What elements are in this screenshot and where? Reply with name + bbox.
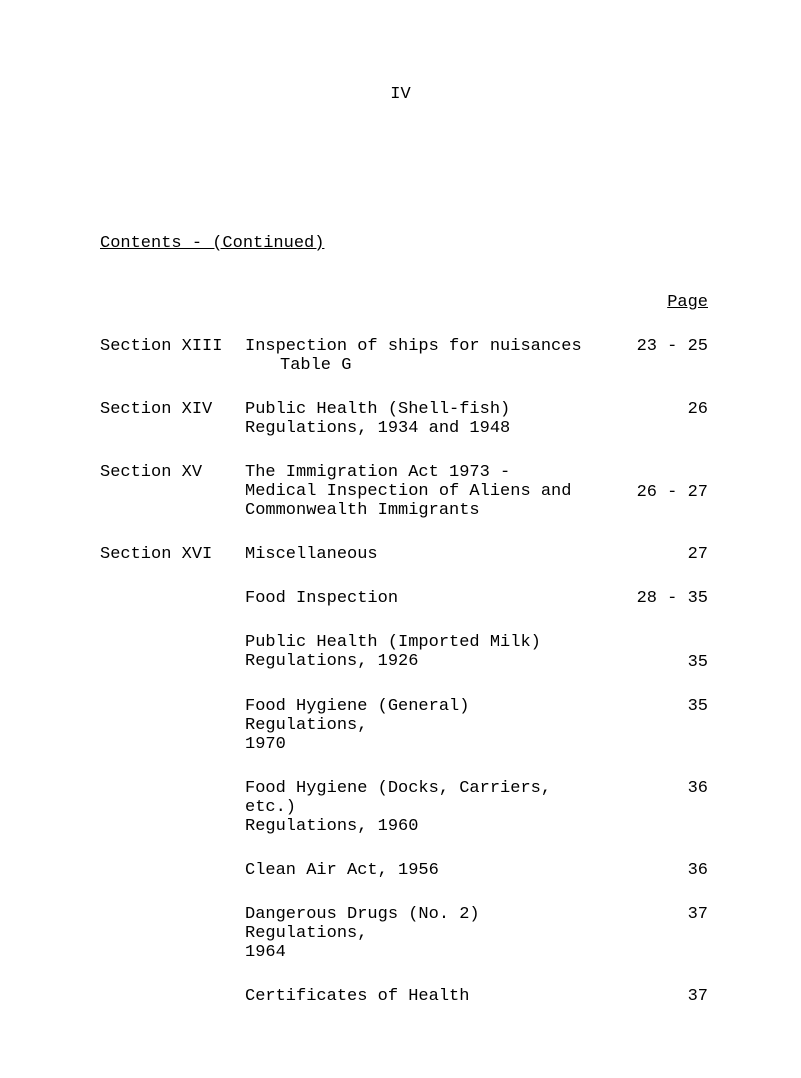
page-range: 36 [621, 861, 716, 880]
desc-line: 1970 [245, 735, 601, 754]
entry-description: Dangerous Drugs (No. 2) Regulations, 196… [245, 905, 621, 962]
desc-line: Food Hygiene (General) Regulations, [245, 697, 601, 735]
desc-line: Miscellaneous [245, 545, 601, 564]
toc-row: Dangerous Drugs (No. 2) Regulations, 196… [100, 905, 716, 962]
entry-description: Inspection of ships for nuisances Table … [245, 337, 621, 375]
desc-line: Regulations, 1960 [245, 817, 601, 836]
desc-line: Clean Air Act, 1956 [245, 861, 601, 880]
toc-row: Public Health (Imported Milk) Regulation… [100, 633, 716, 672]
toc-row: Certificates of Health 37 [100, 987, 716, 1006]
entry-description: Public Health (Imported Milk) Regulation… [245, 633, 621, 671]
toc-row: Food Inspection 28 - 35 [100, 589, 716, 608]
page-range: 37 [621, 905, 716, 924]
desc-line: The Immigration Act 1973 - [245, 463, 601, 482]
toc-row: Clean Air Act, 1956 36 [100, 861, 716, 880]
page-number: IV [85, 85, 716, 104]
entry-description: The Immigration Act 1973 - Medical Inspe… [245, 463, 621, 520]
page-label: Page [100, 293, 716, 312]
section-label: Section XIII [100, 337, 245, 356]
desc-line: Dangerous Drugs (No. 2) Regulations, [245, 905, 601, 943]
page-range: 28 - 35 [621, 589, 716, 608]
desc-line: Inspection of ships for nuisances [245, 337, 601, 356]
desc-line: Table G [280, 356, 601, 375]
desc-line: Regulations, 1926 [245, 652, 601, 671]
desc-line: Public Health (Imported Milk) [245, 633, 601, 652]
section-label: Section XVI [100, 545, 245, 564]
desc-line: Food Inspection [245, 589, 601, 608]
toc-row: Section XVI Miscellaneous 27 [100, 545, 716, 564]
entry-description: Food Hygiene (General) Regulations, 1970 [245, 697, 621, 754]
entry-description: Food Hygiene (Docks, Carriers, etc.) Reg… [245, 779, 621, 836]
page-range: 27 [621, 545, 716, 564]
desc-line: Public Health (Shell-fish) [245, 400, 601, 419]
page-range: 36 [621, 779, 716, 798]
desc-line: Food Hygiene (Docks, Carriers, etc.) [245, 779, 601, 817]
page-range: 26 [621, 400, 716, 419]
entry-description: Certificates of Health [245, 987, 621, 1006]
desc-line: Commonwealth Immigrants [245, 501, 601, 520]
page-range: 35 [621, 697, 716, 716]
toc-row: Food Hygiene (General) Regulations, 1970… [100, 697, 716, 754]
entry-description: Public Health (Shell-fish) Regulations, … [245, 400, 621, 438]
page-range: 37 [621, 987, 716, 1006]
page-range: 23 - 25 [621, 337, 716, 356]
toc-row: Section XV The Immigration Act 1973 - Me… [100, 463, 716, 520]
page-range: 26 - 27 [621, 463, 716, 502]
desc-line: 1964 [245, 943, 601, 962]
entry-description: Clean Air Act, 1956 [245, 861, 621, 880]
entry-description: Miscellaneous [245, 545, 621, 564]
toc-row: Section XIV Public Health (Shell-fish) R… [100, 400, 716, 438]
desc-line: Regulations, 1934 and 1948 [245, 419, 601, 438]
contents-header: Contents - (Continued) [100, 234, 716, 253]
section-label: Section XIV [100, 400, 245, 419]
section-label: Section XV [100, 463, 245, 482]
desc-line: Certificates of Health [245, 987, 601, 1006]
toc-row: Section XIII Inspection of ships for nui… [100, 337, 716, 375]
page-range: 35 [621, 633, 716, 672]
toc-row: Food Hygiene (Docks, Carriers, etc.) Reg… [100, 779, 716, 836]
entry-description: Food Inspection [245, 589, 621, 608]
desc-line: Medical Inspection of Aliens and [245, 482, 601, 501]
